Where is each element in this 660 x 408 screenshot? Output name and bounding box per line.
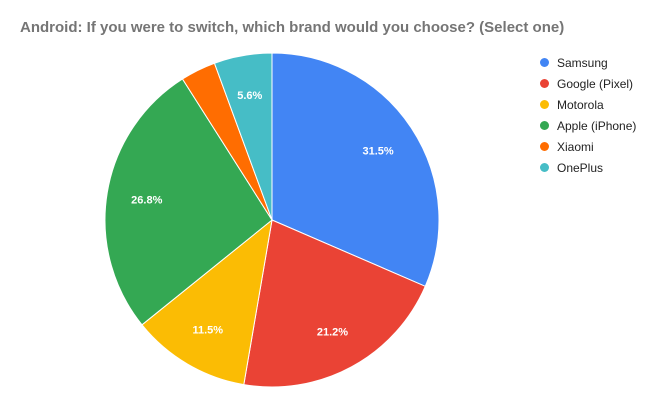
legend-swatch — [540, 58, 549, 67]
data-label: 5.6% — [237, 90, 262, 102]
pie-slice-motorola — [141, 218, 273, 386]
legend-label: Apple (iPhone) — [557, 118, 637, 133]
legend-swatch — [540, 100, 549, 109]
data-label: 21.2% — [317, 327, 348, 339]
legend-item: Xiaomi — [540, 136, 636, 157]
legend-item: OnePlus — [540, 157, 636, 178]
pie-slice-oneplus — [213, 52, 273, 221]
legend-swatch — [540, 79, 549, 88]
legend-item: Motorola — [540, 94, 636, 115]
data-label: 31.5% — [362, 145, 393, 157]
legend-label: OnePlus — [557, 160, 604, 175]
legend-swatch — [540, 142, 549, 151]
legend: Samsung Google (Pixel) Motorola Apple (iPho… — [540, 52, 636, 178]
legend-swatch — [540, 121, 549, 130]
legend-item: Apple (iPhone) — [540, 115, 636, 136]
legend-label: Samsung — [557, 55, 608, 70]
legend-label: Google (Pixel) — [557, 76, 634, 91]
legend-item: Samsung — [540, 52, 636, 73]
data-label: 26.8% — [131, 194, 162, 206]
chart-title: Android: If you were to switch, which br… — [20, 19, 565, 36]
legend-label: Motorola — [557, 97, 604, 112]
pie-slice-google-pixel — [243, 219, 426, 388]
pie-slice-apple-iphone — [104, 78, 273, 326]
legend-swatch — [540, 163, 549, 172]
legend-item: Google (Pixel) — [540, 73, 636, 94]
data-label: 11.5% — [192, 324, 223, 336]
legend-label: Xiaomi — [557, 139, 594, 154]
pie-slice-samsung — [271, 52, 440, 287]
